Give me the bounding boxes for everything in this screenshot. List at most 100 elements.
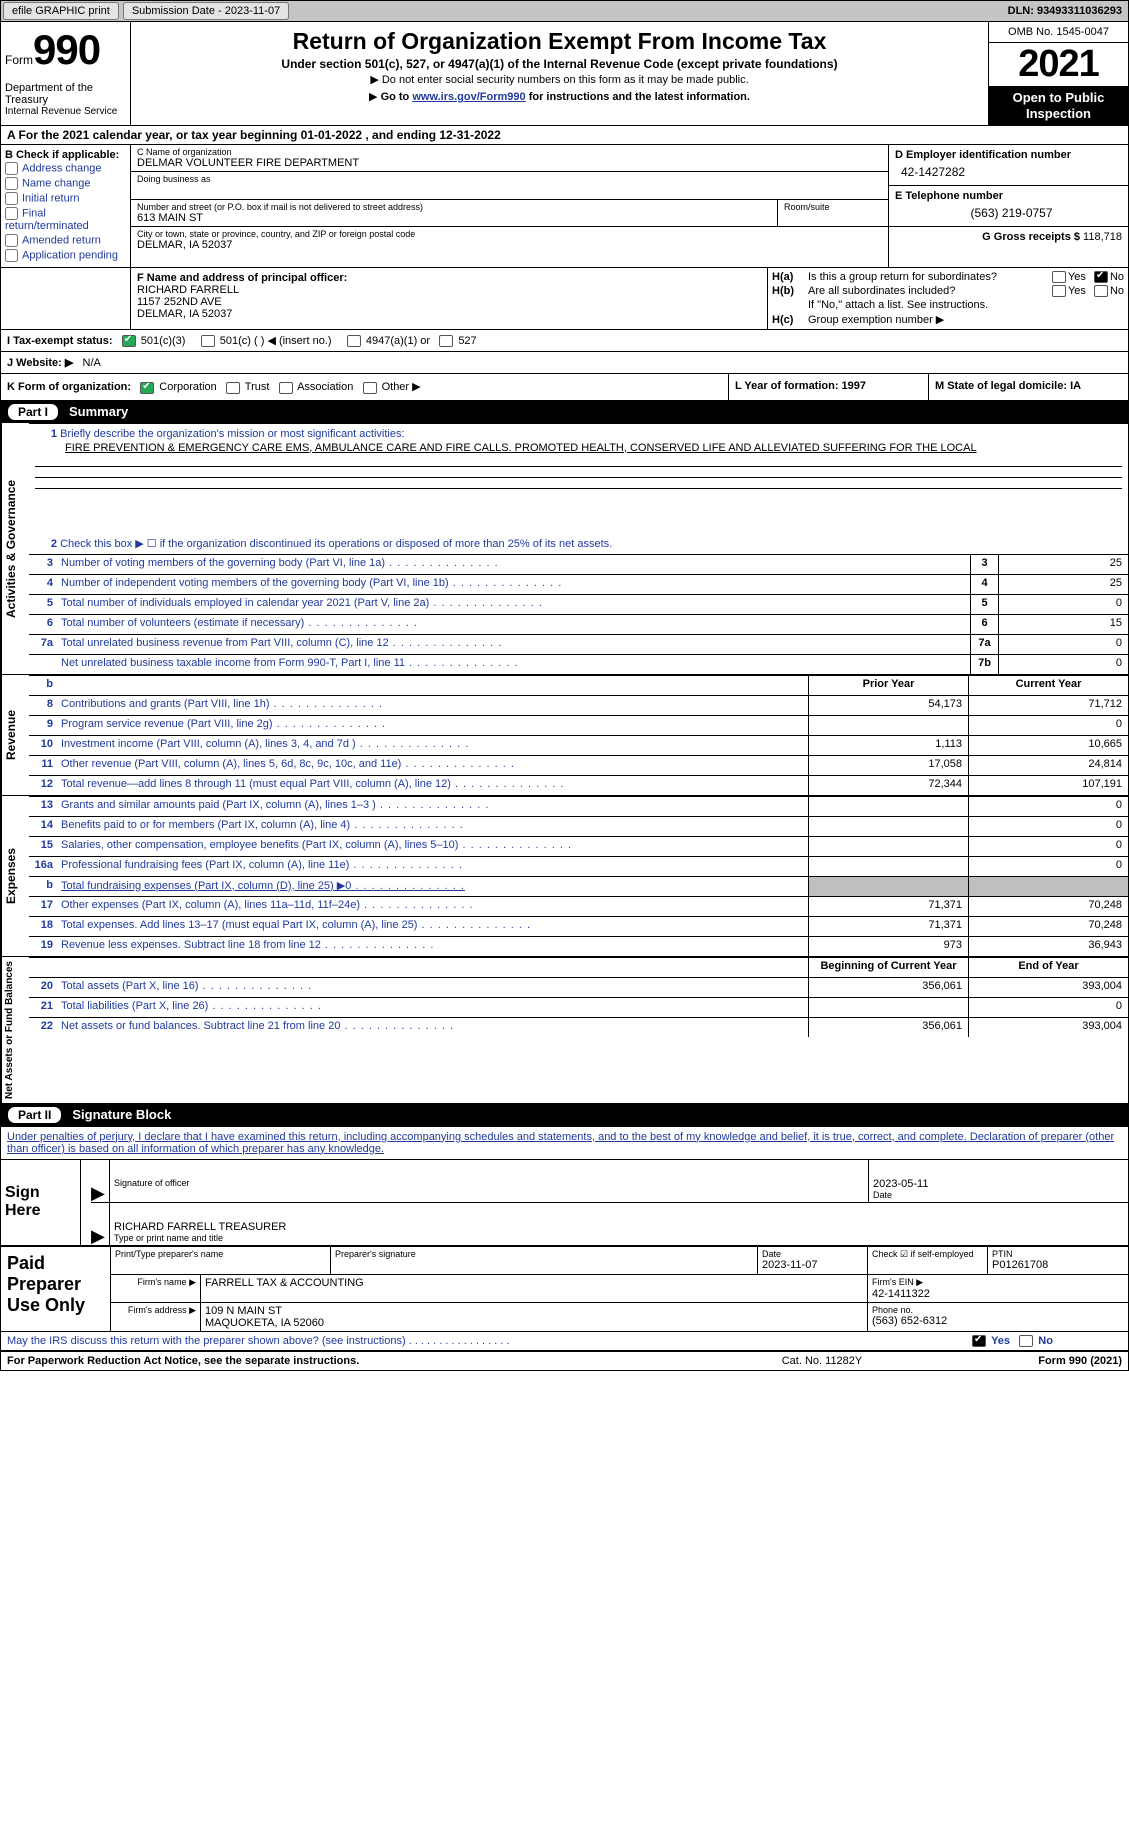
prep-date-value: 2023-11-07	[762, 1259, 817, 1271]
row-num	[29, 655, 57, 674]
submission-date-button[interactable]: Submission Date - 2023-11-07	[123, 2, 289, 20]
summary-row: 10Investment income (Part VIII, column (…	[29, 735, 1128, 755]
may-no-checkbox[interactable]	[1019, 1335, 1033, 1347]
chk-501c3[interactable]	[122, 335, 136, 347]
hb-yes-checkbox[interactable]	[1052, 285, 1066, 297]
addr-value: 613 MAIN ST	[137, 212, 771, 224]
chk-other[interactable]	[363, 382, 377, 394]
summary-row: 8Contributions and grants (Part VIII, li…	[29, 695, 1128, 715]
gross-value: 118,718	[1083, 231, 1122, 243]
row-box-val: 0	[998, 595, 1128, 614]
prior-current-header: b Prior Year Current Year	[29, 675, 1128, 695]
row-prior: 356,061	[808, 978, 968, 997]
hb-note: If "No," attach a list. See instructions…	[808, 299, 1124, 311]
row-prior	[808, 797, 968, 816]
website-label: J Website: ▶	[7, 357, 73, 369]
sign-arrow-icon-2: ▶	[91, 1203, 109, 1245]
summary-row: 11Other revenue (Part VIII, column (A), …	[29, 755, 1128, 775]
row-num: 11	[29, 756, 57, 775]
ha-no-checkbox[interactable]	[1094, 271, 1108, 283]
room-caption: Room/suite	[784, 202, 882, 212]
row-box-val: 25	[998, 555, 1128, 574]
row-box-num: 4	[970, 575, 998, 594]
hc-label: H(c)	[772, 314, 808, 326]
row-box-val: 15	[998, 615, 1128, 634]
chk-name-change[interactable]: Name change	[5, 176, 126, 191]
hb-text: Are all subordinates included?	[808, 285, 1052, 297]
signature-caption: Signature of officer	[114, 1178, 189, 1188]
row-curr: 0	[968, 716, 1128, 735]
net-assets-section: Net Assets or Fund Balances Beginning of…	[1, 956, 1128, 1103]
row-curr: 0	[968, 998, 1128, 1017]
row-curr: 70,248	[968, 897, 1128, 916]
chk-association[interactable]	[279, 382, 293, 394]
footer-left: For Paperwork Reduction Act Notice, see …	[7, 1355, 722, 1367]
blank-left	[1, 268, 131, 329]
part-1-num: Part I	[7, 403, 59, 421]
row-prior: 17,058	[808, 756, 968, 775]
row-num: 15	[29, 837, 57, 856]
na-curr-header: End of Year	[968, 958, 1128, 977]
chk-527[interactable]	[439, 335, 453, 347]
chk-application-pending[interactable]: Application pending	[5, 248, 126, 263]
current-year-header: Current Year	[968, 676, 1128, 695]
row-curr: 0	[968, 797, 1128, 816]
chk-trust[interactable]	[226, 382, 240, 394]
form-word: Form	[5, 53, 33, 67]
ha-yes-checkbox[interactable]	[1052, 271, 1066, 283]
header-right: OMB No. 1545-0047 2021 Open to Public In…	[988, 22, 1128, 125]
chk-initial-return[interactable]: Initial return	[5, 191, 126, 206]
lbl-other: Other ▶	[382, 381, 421, 393]
lbl-4947: 4947(a)(1) or	[366, 335, 430, 347]
part-1-title: Summary	[65, 401, 132, 422]
row-desc: Program service revenue (Part VIII, line…	[57, 716, 808, 735]
may-no-label: No	[1038, 1335, 1053, 1347]
row-prior: 1,113	[808, 736, 968, 755]
row-prior	[808, 857, 968, 876]
sign-here-label: SignHere	[1, 1160, 81, 1245]
row-curr: 0	[968, 857, 1128, 876]
chk-final-return[interactable]: Final return/terminated	[5, 206, 126, 233]
chk-amended-return[interactable]: Amended return	[5, 233, 126, 248]
may-yes-checkbox[interactable]	[972, 1335, 986, 1347]
lbl-trust: Trust	[245, 381, 270, 393]
chk-4947[interactable]	[347, 335, 361, 347]
row-num: 16a	[29, 857, 57, 876]
firm-phone-value: (563) 652-6312	[872, 1315, 947, 1327]
part-2-header: Part II Signature Block	[1, 1103, 1128, 1126]
row-curr	[968, 877, 1128, 896]
row-num: 6	[29, 615, 57, 634]
form-subtitle: Under section 501(c), 527, or 4947(a)(1)…	[137, 57, 982, 71]
row-i-label: I Tax-exempt status:	[7, 335, 113, 347]
row-prior	[808, 817, 968, 836]
line-1-text: Briefly describe the organization's miss…	[60, 428, 404, 440]
row-prior: 71,371	[808, 897, 968, 916]
hb-no-label: No	[1110, 285, 1124, 297]
hb-label: H(b)	[772, 285, 808, 297]
hb-no-checkbox[interactable]	[1094, 285, 1108, 297]
firm-phone-label: Phone no.	[872, 1305, 1124, 1315]
dba-caption: Doing business as	[137, 174, 882, 184]
efile-graphic-print-button[interactable]: efile GRAPHIC print	[3, 2, 119, 20]
row-k-label: K Form of organization:	[7, 381, 131, 393]
summary-row: 17Other expenses (Part IX, column (A), l…	[29, 896, 1128, 916]
hb-yes-label: Yes	[1068, 285, 1086, 297]
summary-row: 7aTotal unrelated business revenue from …	[29, 634, 1128, 654]
chk-501c[interactable]	[201, 335, 215, 347]
col-d-ein-tel: D Employer identification number 42-1427…	[888, 145, 1128, 267]
irs-link[interactable]: www.irs.gov/Form990	[412, 91, 525, 103]
hc-text: Group exemption number ▶	[808, 313, 1124, 326]
lbl-corporation: Corporation	[159, 381, 216, 393]
chk-corporation[interactable]	[140, 382, 154, 394]
row-j-website: J Website: ▶ N/A	[1, 351, 1128, 373]
chk-address-change[interactable]: Address change	[5, 161, 126, 176]
row-desc: Salaries, other compensation, employee b…	[57, 837, 808, 856]
firm-ein-label: Firm's EIN ▶	[872, 1277, 1124, 1288]
col-b-header: B Check if applicable:	[5, 149, 126, 161]
line-a-calendar-year: A For the 2021 calendar year, or tax yea…	[1, 125, 1128, 144]
row-num: 19	[29, 937, 57, 956]
line-2: 2 Check this box ▶ ☐ if the organization…	[29, 533, 1128, 554]
row-desc: Total fundraising expenses (Part IX, col…	[57, 877, 808, 896]
tel-caption: E Telephone number	[895, 190, 1122, 202]
row-prior: 71,371	[808, 917, 968, 936]
